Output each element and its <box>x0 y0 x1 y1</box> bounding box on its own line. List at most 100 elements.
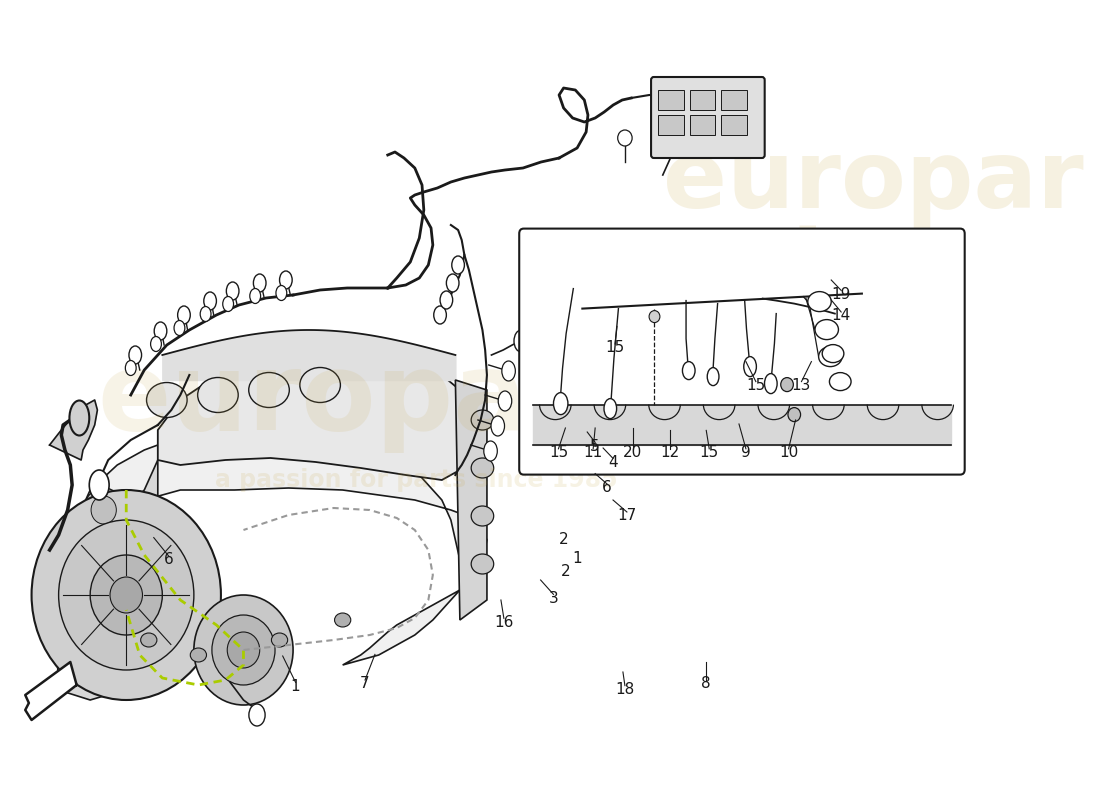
Bar <box>690 115 715 135</box>
Text: 7: 7 <box>360 677 370 691</box>
Circle shape <box>228 632 260 668</box>
Text: 5: 5 <box>591 439 600 454</box>
Ellipse shape <box>433 306 447 324</box>
Ellipse shape <box>484 441 497 461</box>
Ellipse shape <box>89 470 109 500</box>
Text: 12: 12 <box>660 446 679 460</box>
Text: 20: 20 <box>624 446 642 460</box>
Text: 11: 11 <box>583 446 603 460</box>
Ellipse shape <box>682 362 695 380</box>
Ellipse shape <box>829 373 851 390</box>
Ellipse shape <box>151 337 162 351</box>
Ellipse shape <box>822 345 844 362</box>
Ellipse shape <box>272 633 288 647</box>
Ellipse shape <box>222 297 233 311</box>
Text: 8: 8 <box>702 677 711 691</box>
Text: 3: 3 <box>549 591 559 606</box>
Circle shape <box>79 530 119 574</box>
Circle shape <box>618 130 632 146</box>
Text: 10: 10 <box>779 446 799 460</box>
Ellipse shape <box>471 506 494 526</box>
Ellipse shape <box>200 306 211 322</box>
Polygon shape <box>54 460 157 700</box>
Bar <box>690 90 715 110</box>
Ellipse shape <box>514 330 528 352</box>
Ellipse shape <box>198 378 239 413</box>
Ellipse shape <box>249 704 265 726</box>
Text: 17: 17 <box>617 509 637 523</box>
Circle shape <box>32 490 221 700</box>
FancyBboxPatch shape <box>651 77 764 158</box>
Ellipse shape <box>69 401 89 435</box>
Circle shape <box>78 622 102 650</box>
Circle shape <box>70 614 110 658</box>
Ellipse shape <box>154 322 167 340</box>
Polygon shape <box>157 348 460 480</box>
Text: europar
tes: europar tes <box>662 135 1084 312</box>
Ellipse shape <box>818 346 843 366</box>
Text: 16: 16 <box>494 615 514 630</box>
Circle shape <box>84 488 123 532</box>
Ellipse shape <box>744 357 757 377</box>
Circle shape <box>58 520 194 670</box>
Bar <box>658 115 683 135</box>
Ellipse shape <box>174 321 185 335</box>
Text: 6: 6 <box>164 553 174 567</box>
Bar <box>722 115 747 135</box>
Circle shape <box>110 577 143 613</box>
Bar <box>658 90 683 110</box>
Ellipse shape <box>249 373 289 407</box>
Polygon shape <box>455 380 487 620</box>
Polygon shape <box>50 400 98 460</box>
Circle shape <box>82 580 108 608</box>
Text: 13: 13 <box>792 378 811 393</box>
Bar <box>722 90 747 110</box>
Text: 1: 1 <box>290 679 300 694</box>
FancyBboxPatch shape <box>519 229 965 474</box>
Text: 19: 19 <box>832 287 850 302</box>
Text: 15: 15 <box>746 378 766 393</box>
Circle shape <box>788 407 801 422</box>
Text: 15: 15 <box>700 446 719 460</box>
Circle shape <box>75 572 114 616</box>
Text: since 1985: since 1985 <box>781 354 966 382</box>
Ellipse shape <box>146 382 187 418</box>
Ellipse shape <box>141 633 157 647</box>
Ellipse shape <box>250 289 261 303</box>
Ellipse shape <box>125 361 136 375</box>
Text: a passion for parts since 1985: a passion for parts since 1985 <box>216 468 618 492</box>
Ellipse shape <box>471 554 494 574</box>
Circle shape <box>194 595 293 705</box>
Ellipse shape <box>300 367 340 402</box>
Circle shape <box>649 310 660 322</box>
Circle shape <box>781 378 793 391</box>
Ellipse shape <box>553 393 568 414</box>
Ellipse shape <box>177 306 190 324</box>
Ellipse shape <box>204 292 217 310</box>
Ellipse shape <box>129 346 142 364</box>
Ellipse shape <box>764 374 777 394</box>
Ellipse shape <box>491 416 505 436</box>
Text: 18: 18 <box>615 682 635 697</box>
Ellipse shape <box>498 391 512 411</box>
Text: 15: 15 <box>605 341 625 355</box>
Text: 15: 15 <box>549 446 568 460</box>
Ellipse shape <box>279 271 293 289</box>
Ellipse shape <box>815 319 838 339</box>
Polygon shape <box>25 662 77 720</box>
Text: 2: 2 <box>559 533 569 547</box>
Text: 4: 4 <box>608 455 618 470</box>
Ellipse shape <box>707 368 719 386</box>
Ellipse shape <box>471 458 494 478</box>
Ellipse shape <box>276 286 287 301</box>
Ellipse shape <box>253 274 266 292</box>
Text: 9: 9 <box>741 446 751 460</box>
Circle shape <box>90 555 163 635</box>
Text: 6: 6 <box>602 481 612 495</box>
Ellipse shape <box>452 256 464 274</box>
Text: 14: 14 <box>832 309 850 323</box>
Ellipse shape <box>190 648 207 662</box>
Ellipse shape <box>447 274 459 292</box>
Ellipse shape <box>604 398 617 418</box>
Ellipse shape <box>227 282 239 300</box>
